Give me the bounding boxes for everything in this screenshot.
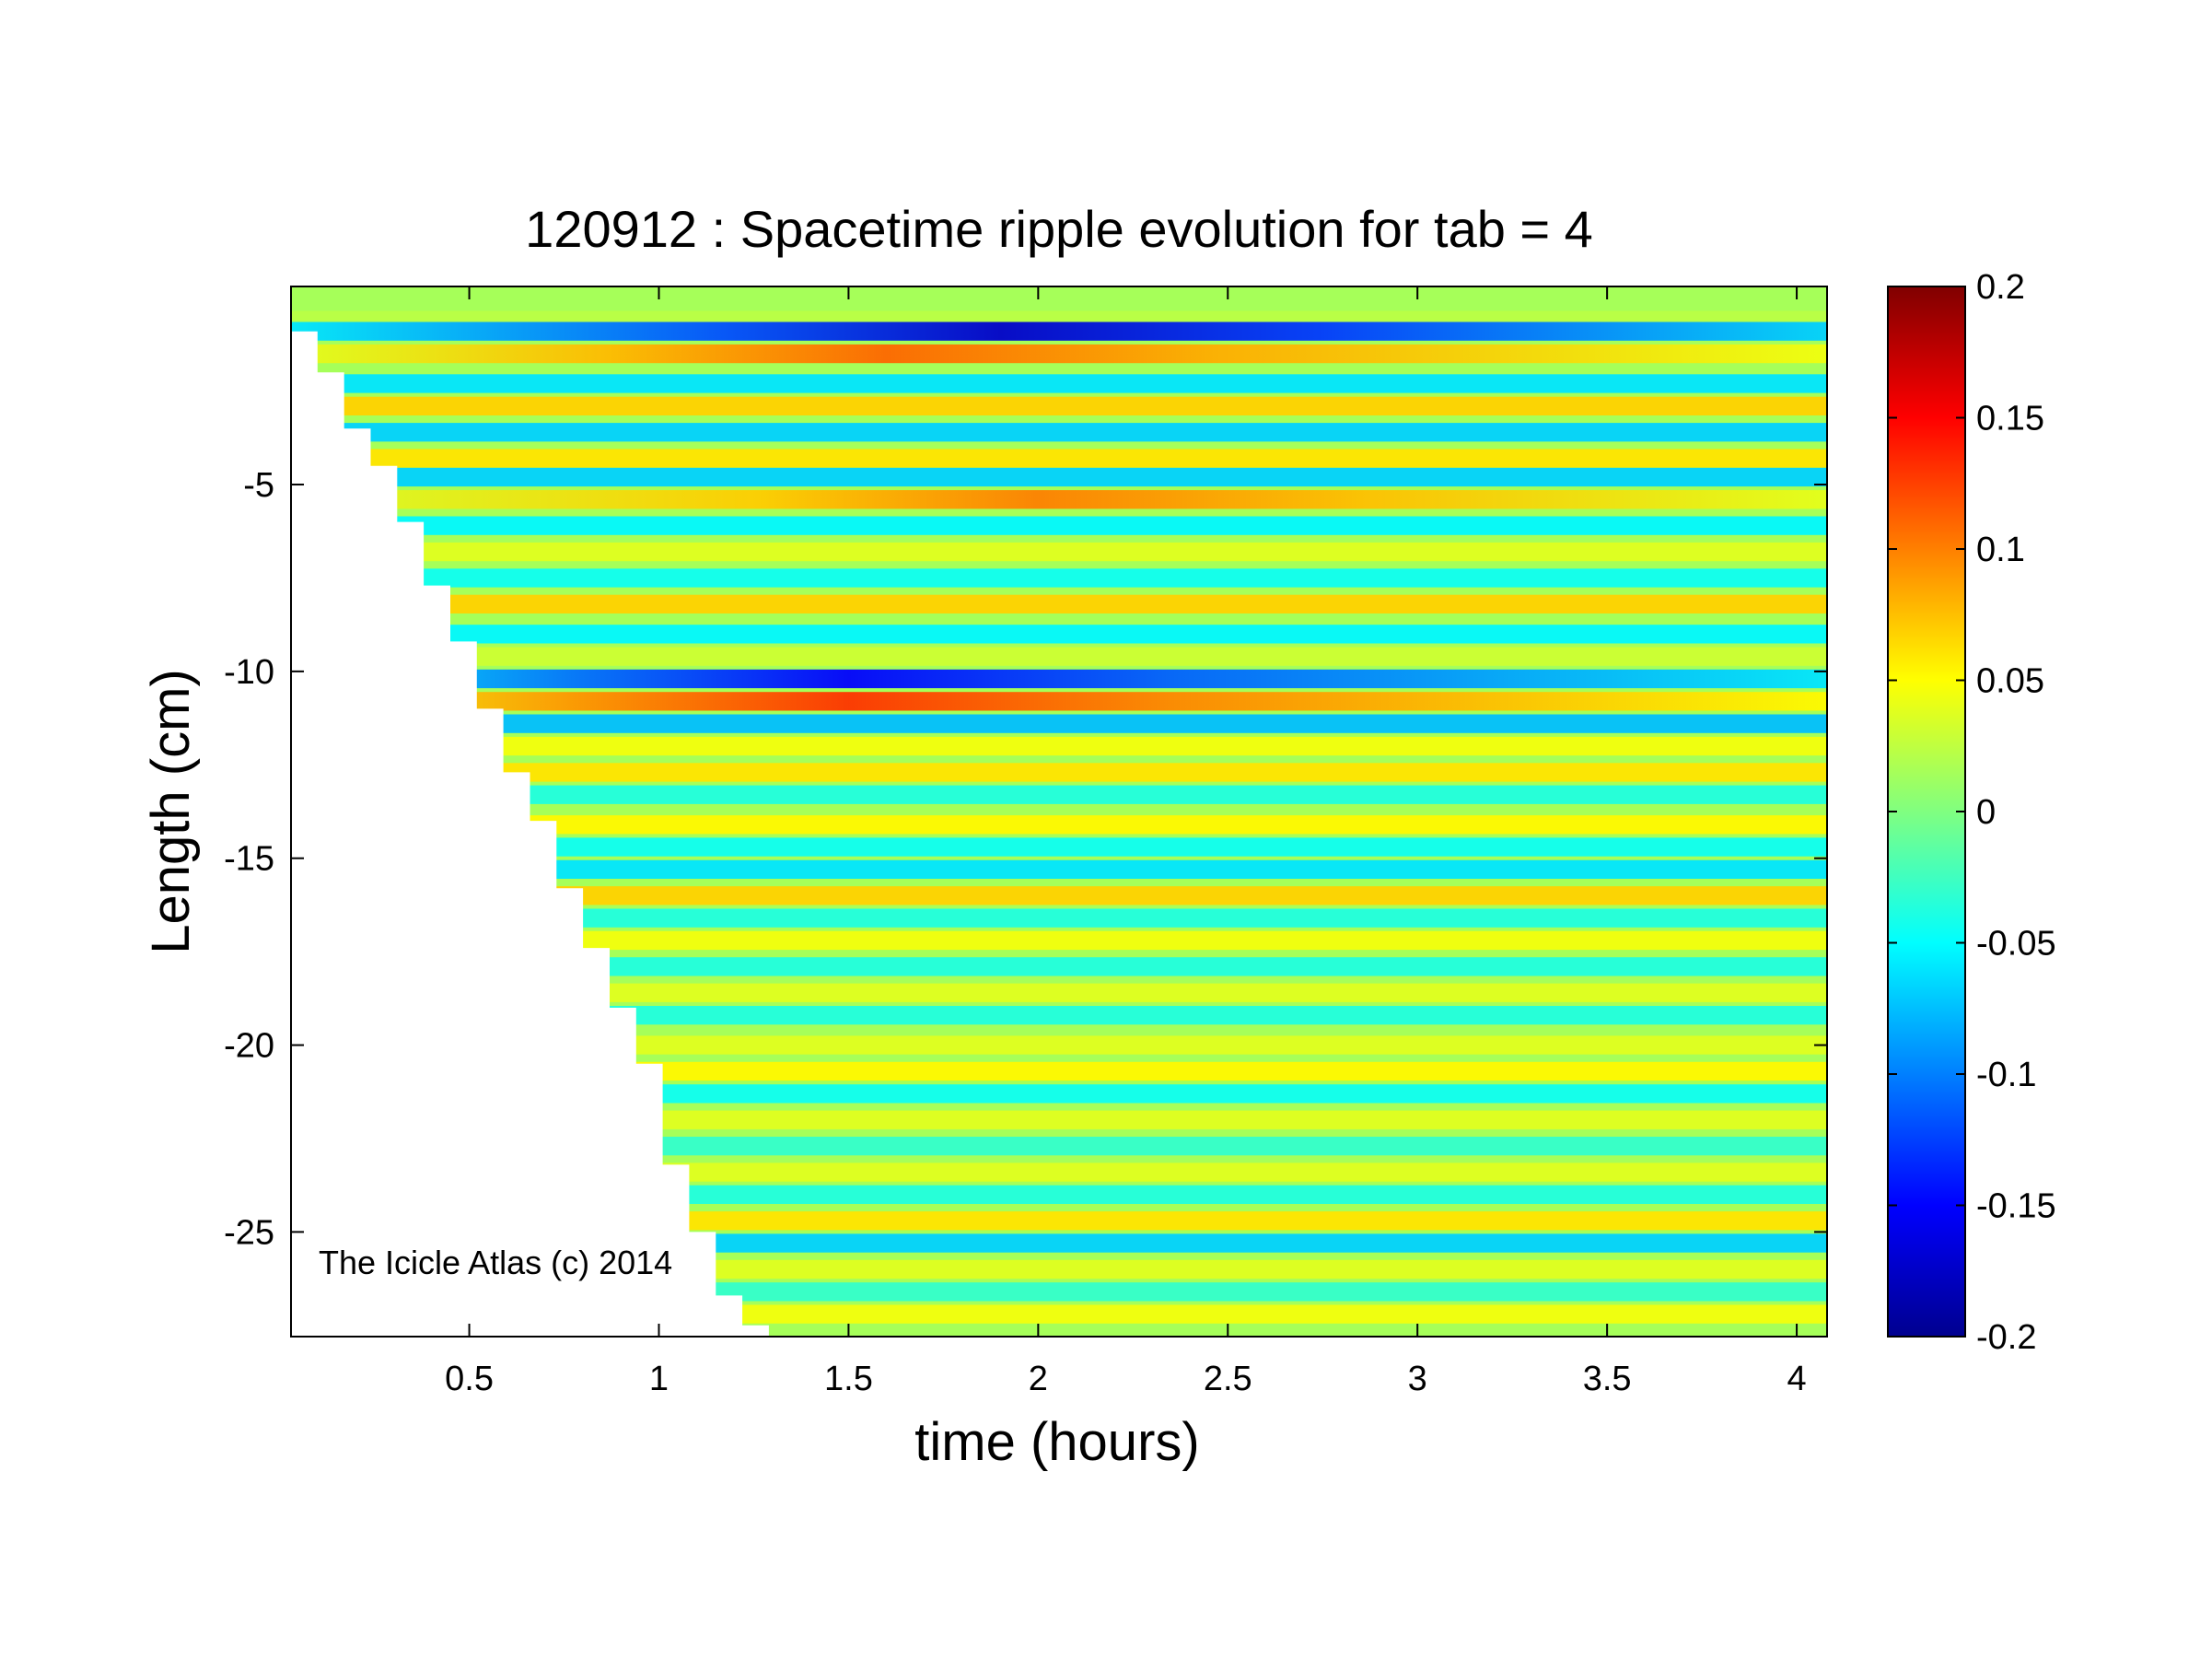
x-tick-label: 3 xyxy=(1408,1360,1427,1398)
no-data-region xyxy=(291,331,769,1337)
ripple-band xyxy=(291,837,1827,857)
colorbar-tick-label: 0.1 xyxy=(1976,531,2025,569)
ripple-band xyxy=(291,594,1827,613)
y-tick-label: -20 xyxy=(224,1027,274,1066)
x-tick-label: 2.5 xyxy=(1204,1360,1252,1398)
y-tick-label: -5 xyxy=(243,466,274,505)
ripple-band xyxy=(291,815,1827,835)
x-tick-label: 4 xyxy=(1787,1360,1806,1398)
colorbar-tick-label: 0.2 xyxy=(1976,268,2025,307)
ripple-band xyxy=(291,396,1827,415)
ripple-band xyxy=(291,449,1827,468)
colorbar-tick-label: -0.2 xyxy=(1976,1318,2036,1357)
ripple-band xyxy=(291,467,1827,487)
x-axis: 0.5 1 1.5 2 2.5 3 3.5 4 xyxy=(445,286,1807,1398)
colorbar-tick-label: 0 xyxy=(1976,793,1996,832)
ripple-band xyxy=(291,1035,1827,1055)
x-tick-label: 1.5 xyxy=(824,1360,873,1398)
ripple-band xyxy=(291,344,1827,364)
x-axis-label: time (hours) xyxy=(914,1412,1199,1472)
colorbar-tick-label: 0.15 xyxy=(1976,400,2044,438)
plot-frame xyxy=(290,286,1828,1338)
x-tick-label: 1 xyxy=(649,1360,669,1398)
ripple-band xyxy=(291,859,1827,879)
x-tick-label: 3.5 xyxy=(1583,1360,1632,1398)
ripple-band xyxy=(291,516,1827,535)
ripple-band xyxy=(291,1137,1827,1156)
ripple-band xyxy=(291,736,1827,756)
ripple-band xyxy=(291,374,1827,393)
ripple-band xyxy=(291,886,1827,905)
plot-area: 0.5 1 1.5 2 2.5 3 3.5 4 -5 -10 -15 -20 -25 The Icic… xyxy=(224,286,1828,1398)
y-tick-label: -25 xyxy=(224,1213,274,1252)
heatmap-image xyxy=(291,286,1827,1337)
colorbar-tick-label: -0.15 xyxy=(1976,1187,2056,1226)
colorbar-tick-label: -0.05 xyxy=(1976,925,2056,964)
colorbar-gradient xyxy=(1887,286,1966,1338)
ripple-band xyxy=(291,908,1827,928)
ripple-band xyxy=(291,542,1827,562)
chart-title: 120912 : Spacetime ripple evolution for … xyxy=(525,200,1593,258)
ripple-band xyxy=(291,1110,1827,1129)
ripple-band xyxy=(291,669,1827,689)
ripple-band xyxy=(291,763,1827,782)
ripple-band xyxy=(291,957,1827,976)
ripple-band xyxy=(291,625,1827,644)
y-tick-label: -15 xyxy=(224,840,274,879)
watermark-text: The Icicle Atlas (c) 2014 xyxy=(319,1244,672,1281)
x-tick-label: 2 xyxy=(1029,1360,1048,1398)
ripple-band xyxy=(291,983,1827,1002)
ripple-band xyxy=(291,1084,1827,1104)
ripple-band xyxy=(291,1061,1827,1081)
x-tick-label: 0.5 xyxy=(445,1360,494,1398)
ripple-band xyxy=(291,647,1827,666)
y-tick-label: -10 xyxy=(224,653,274,692)
y-axis: -5 -10 -15 -20 -25 xyxy=(224,466,1827,1252)
colorbar-ticks: 0.2 0.15 0.1 0.05 0 -0.05 -0.1 -0.15 -0.2 xyxy=(1888,268,2056,1357)
ripple-band xyxy=(291,321,1827,341)
colorbar-tick-label: 0.05 xyxy=(1976,662,2044,701)
ripple-band xyxy=(291,930,1827,951)
ripple-band xyxy=(291,692,1827,711)
y-axis-label: Length (cm) xyxy=(141,669,201,953)
ripple-band xyxy=(291,490,1827,509)
ripple-band xyxy=(291,785,1827,804)
ripple-band xyxy=(291,714,1827,733)
ripple-band xyxy=(291,423,1827,442)
colorbar-tick-label: -0.1 xyxy=(1976,1056,2036,1094)
ripple-band xyxy=(291,1006,1827,1025)
colorbar: 0.2 0.15 0.1 0.05 0 -0.05 -0.1 -0.15 -0.2 xyxy=(1887,268,2056,1357)
ripple-band xyxy=(291,568,1827,588)
